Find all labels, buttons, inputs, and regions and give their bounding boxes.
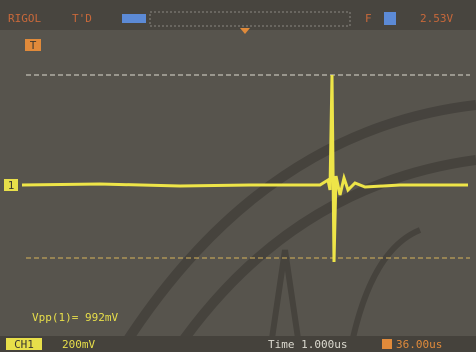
trigger-position-marker: [240, 28, 250, 34]
top-bar: [0, 0, 476, 30]
trigger-source: F: [365, 12, 372, 25]
trigger-marker: T: [30, 39, 37, 52]
bottom-bar: [0, 336, 476, 352]
trigger-level: 2.53V: [420, 12, 453, 25]
brand: RIGOL: [8, 12, 41, 25]
channel-label: CH1: [14, 338, 34, 351]
trigger-marker-box: [25, 39, 41, 51]
channel-scale: 200mV: [62, 338, 95, 351]
watermark: [115, 100, 476, 352]
timebase: Time 1.000us: [268, 338, 347, 351]
edge-icon: [384, 12, 396, 25]
channel-marker-box: [4, 179, 18, 191]
memory-indicator: [122, 14, 146, 23]
channel-marker: 1: [8, 179, 15, 192]
memory-bar: [149, 11, 351, 27]
measurement: Vpp(1)= 992mV: [32, 311, 118, 324]
trigger-status: T'D: [72, 12, 92, 25]
time-offset: 36.00us: [396, 338, 442, 351]
channel-box: [6, 338, 42, 350]
waveform: [21, 74, 468, 263]
offset-icon: [382, 339, 392, 349]
